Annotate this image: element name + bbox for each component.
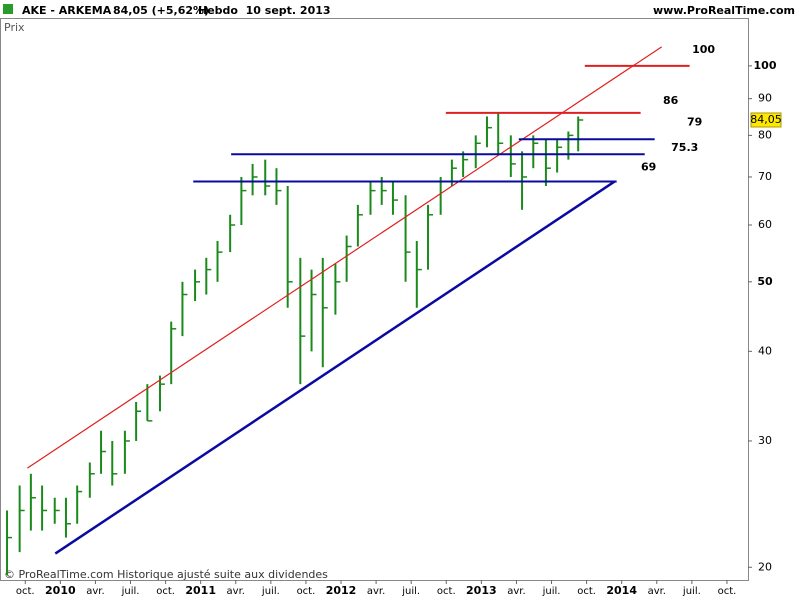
x-tick-label: oct. [577, 586, 596, 597]
x-tick-label: 2012 [326, 584, 357, 597]
last-price-box [750, 112, 782, 128]
x-tick-label: avr. [86, 586, 104, 597]
x-tick-label: oct. [437, 586, 456, 597]
y-tick-label: 50 [757, 275, 773, 288]
level-label: 75.3 [671, 141, 698, 154]
x-tick-label: oct. [297, 586, 316, 597]
y-tick-label: 40 [758, 344, 772, 357]
trend-line [27, 46, 663, 469]
x-tick-label: juil. [401, 586, 420, 597]
y-tick-label: 90 [758, 92, 772, 105]
trend-line [54, 180, 616, 555]
y-tick-label: 20 [758, 560, 772, 573]
x-tick-label: 2013 [466, 584, 497, 597]
level-label: 100 [692, 43, 715, 56]
x-tick-label: avr. [507, 586, 525, 597]
x-tick-label: 2010 [45, 584, 76, 597]
source: www.ProRealTime.com [653, 4, 795, 17]
last-price-label: 84,05 [750, 113, 782, 126]
x-tick-label: 2011 [185, 584, 216, 597]
x-tick-label: 2014 [606, 584, 637, 597]
y-tick-label: 60 [758, 218, 772, 231]
period: Hebdo 10 sept. 2013 [198, 4, 331, 17]
x-tick-label: juil. [542, 586, 561, 597]
y-tick-label: 80 [758, 128, 772, 141]
level-label: 69 [641, 160, 656, 173]
x-tick-label: oct. [718, 586, 737, 597]
y-tick-label: 100 [754, 59, 777, 72]
level-label: 79 [687, 115, 702, 128]
x-tick-label: oct. [156, 586, 175, 597]
x-tick-label: avr. [227, 586, 245, 597]
x-tick-label: oct. [16, 586, 35, 597]
footer: © ProRealTime.com Historique ajusté suit… [4, 568, 328, 581]
plot-frame [0, 18, 749, 581]
logo [3, 4, 13, 14]
x-tick-label: avr. [648, 586, 666, 597]
level-label: 86 [663, 94, 679, 107]
y-tick-label: 70 [758, 170, 772, 183]
x-tick-label: avr. [367, 586, 385, 597]
x-tick-label: juil. [261, 586, 280, 597]
chart-title: AKE - ARKEMA [22, 4, 112, 17]
last-change: 84,05 (+5,62%) [113, 4, 209, 17]
x-tick-label: juil. [682, 586, 701, 597]
panel-label: Prix [4, 21, 25, 34]
x-tick-label: juil. [121, 586, 140, 597]
y-tick-label: 30 [758, 434, 772, 447]
